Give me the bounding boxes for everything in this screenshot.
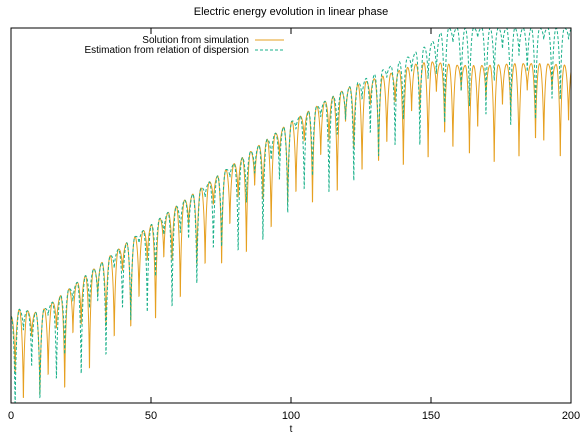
series-layer [11, 28, 571, 403]
x-tick-label: 150 [422, 410, 440, 422]
x-tick-label: 100 [282, 410, 300, 422]
x-tick-label: 50 [145, 410, 157, 422]
legend-label-dispersion: Estimation from relation of dispersion [84, 45, 249, 56]
legend: Solution from simulation Estimation from… [84, 35, 284, 56]
x-axis: 0 50 100 150 200 [8, 28, 580, 422]
chart-title: Electric energy evolution in linear phas… [194, 6, 388, 18]
x-tick-label: 0 [8, 410, 14, 422]
x-tick-label: 200 [562, 410, 580, 422]
x-axis-label: t [290, 424, 293, 435]
series-line-1 [11, 28, 571, 403]
legend-label-simulation: Solution from simulation [142, 35, 249, 46]
series-line-0 [11, 61, 571, 398]
